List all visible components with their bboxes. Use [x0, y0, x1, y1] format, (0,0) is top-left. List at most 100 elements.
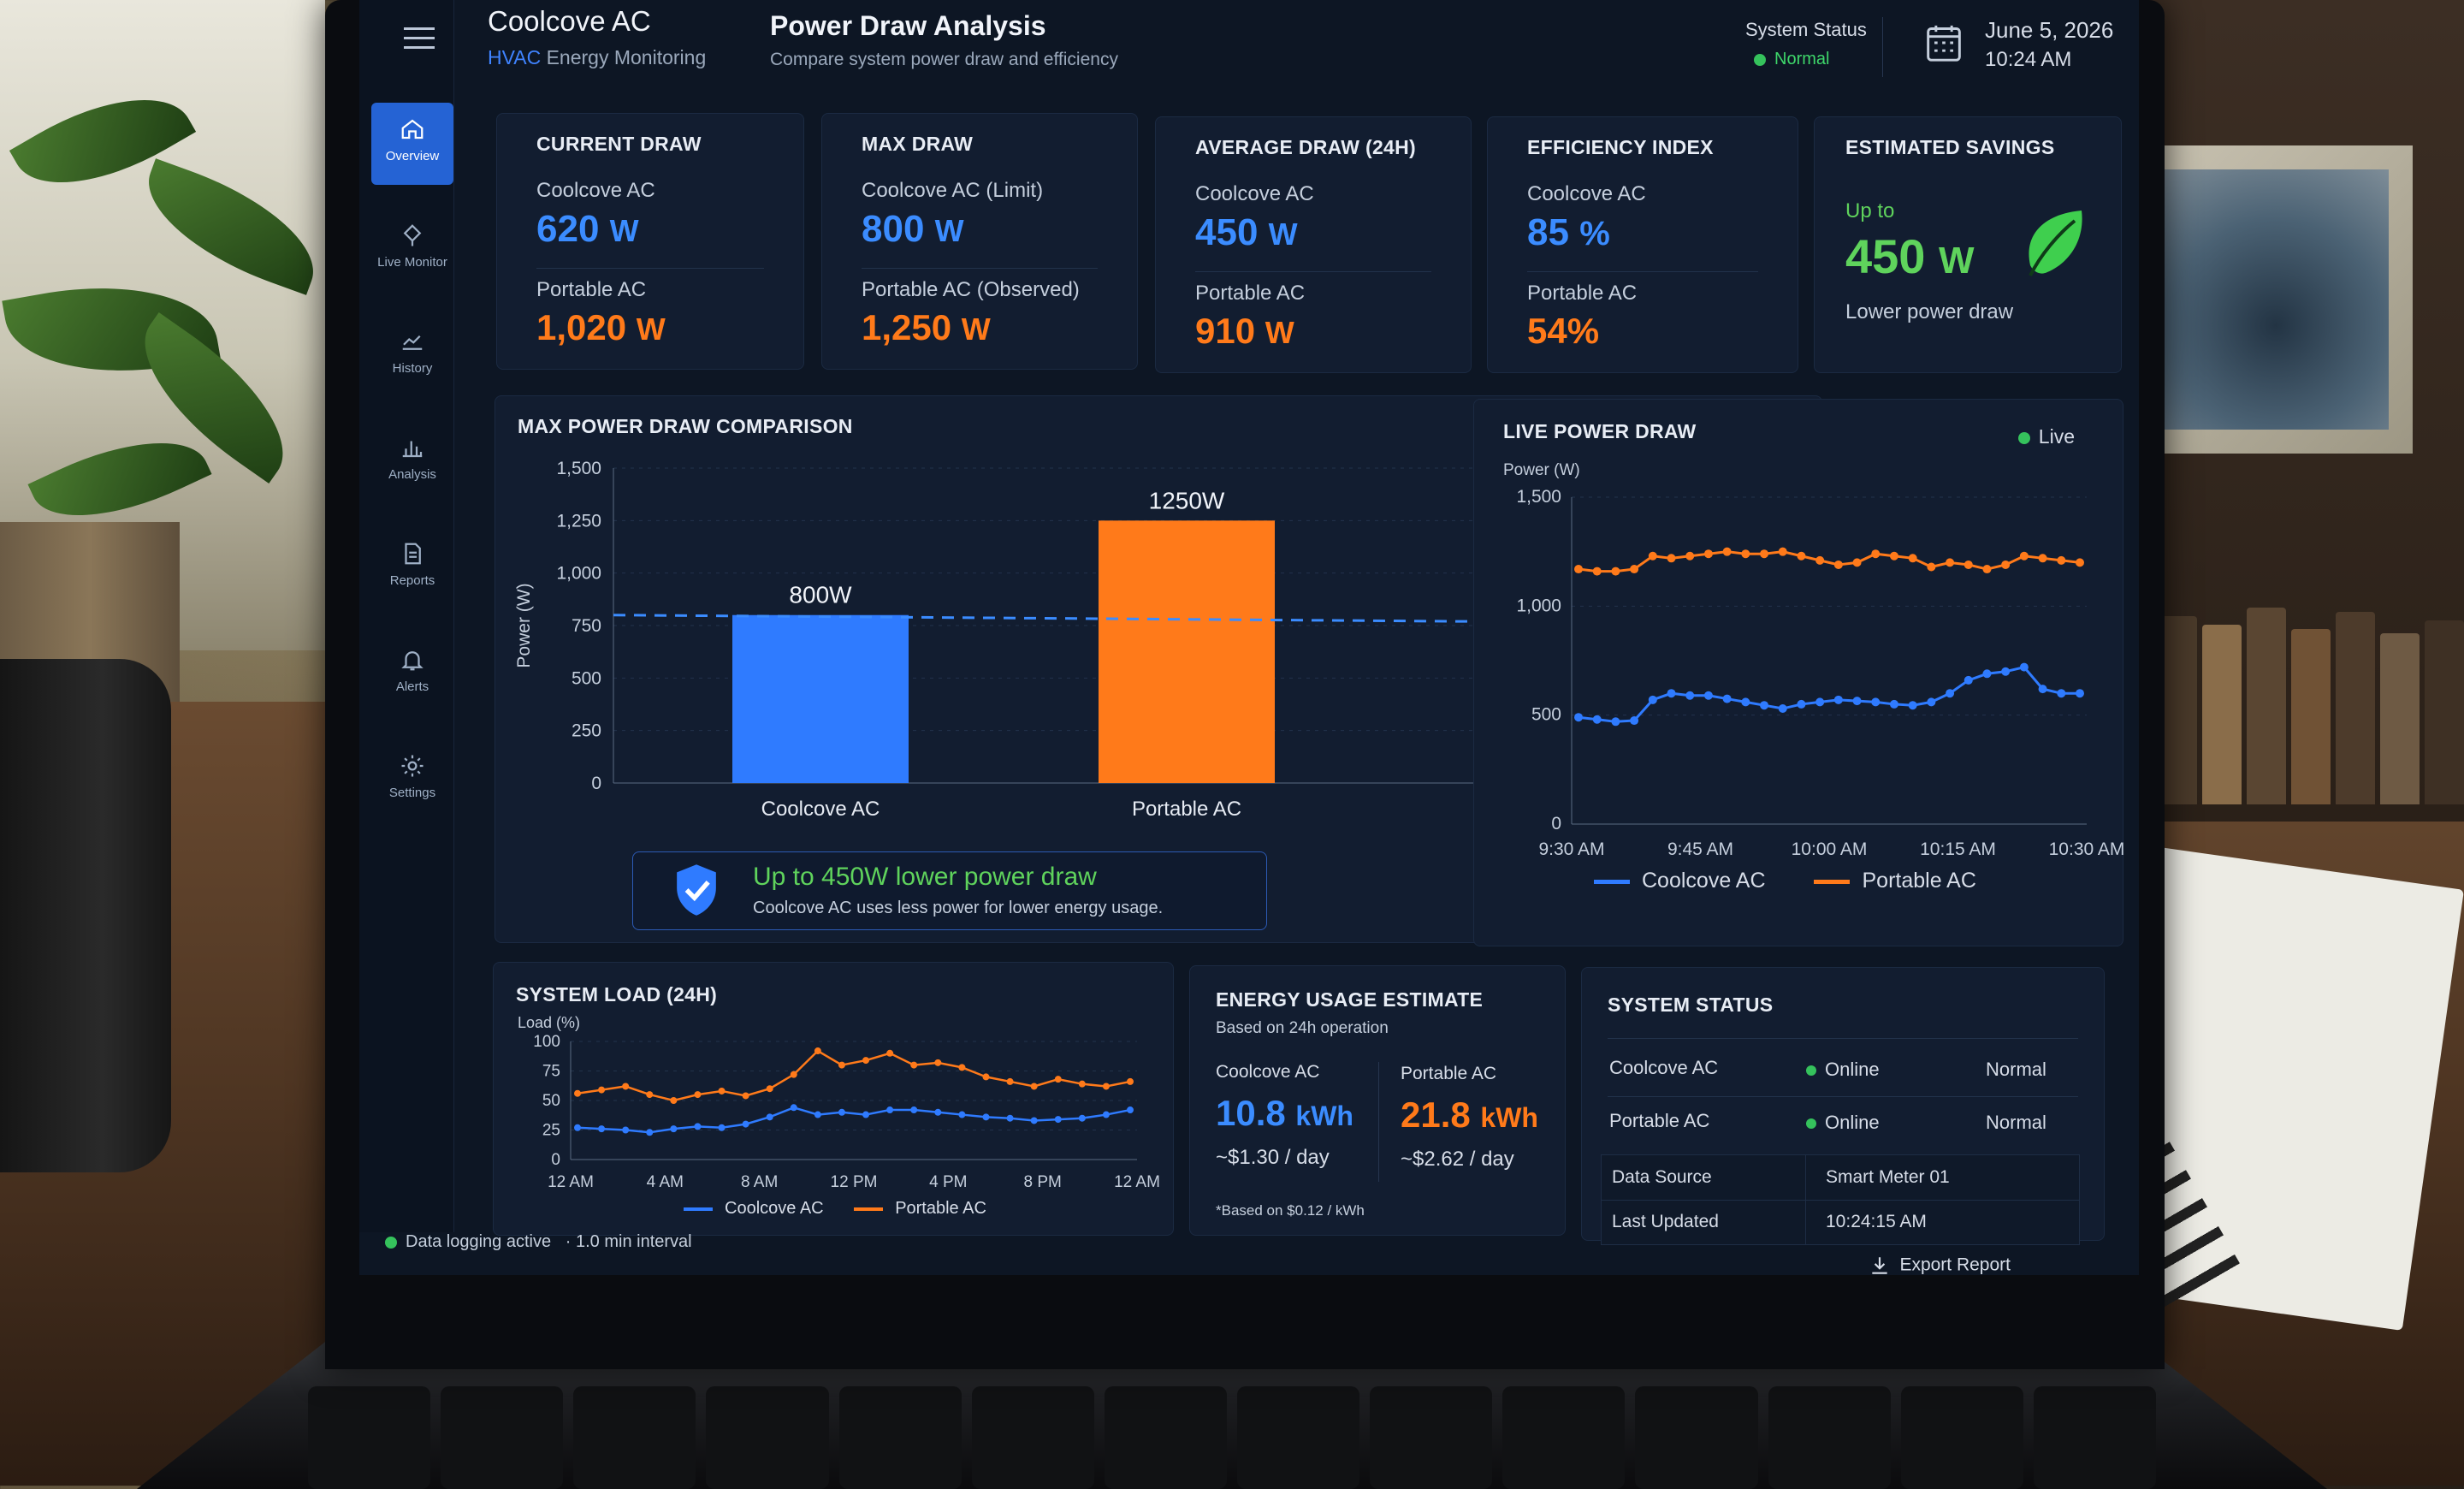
series-point [1946, 558, 1955, 567]
series-point [790, 1071, 797, 1078]
series-point [982, 1113, 990, 1121]
chart-legend: Coolcove AC Portable AC [684, 1199, 986, 1219]
book [2291, 629, 2331, 804]
series-point [1006, 1077, 1014, 1085]
menu-icon[interactable] [404, 27, 435, 50]
banner-subtitle: Coolcove AC uses less power for lower en… [753, 899, 1164, 917]
series-point [622, 1083, 630, 1090]
live-label: Live [2038, 425, 2075, 448]
logging-text: Data logging active [406, 1232, 552, 1251]
series-point [934, 1108, 942, 1116]
savings-banner[interactable]: Up to 450W lower power draw Coolcove AC … [632, 851, 1267, 930]
status-divider [1608, 1096, 2078, 1097]
status-row-name: Coolcove AC [1609, 1057, 1719, 1078]
export-report-button[interactable]: Export Report [1869, 1255, 2011, 1275]
series-point [1054, 1116, 1062, 1124]
y-axis-label: Power (W) [514, 583, 534, 667]
series-line-0 [577, 1106, 1131, 1134]
kpi-value-portable: 54% [1527, 311, 1599, 352]
card-title: SYSTEM STATUS [1608, 994, 1774, 1016]
series-point [982, 1073, 990, 1081]
legend-swatch-coolcove [1594, 879, 1630, 884]
sidebar-item-reports[interactable]: Reports [371, 527, 453, 609]
app-subtitle-rest: Energy Monitoring [541, 46, 707, 68]
series-point [1889, 699, 1898, 709]
status-row[interactable]: Portable AC Online Normal [1582, 1103, 2104, 1146]
y-tick-label: 1,000 [556, 564, 601, 584]
kpi-card-estimated-savings[interactable]: ESTIMATED SAVINGS Up to 450 W Lower powe… [1814, 116, 2122, 373]
series-point [742, 1092, 749, 1100]
kpi-value-number: 800 [862, 208, 925, 250]
kpi-card-max-draw[interactable]: MAX DRAW Coolcove AC (Limit) 800 W Porta… [821, 113, 1138, 370]
kpi-value-coolcove: 620 W [536, 208, 639, 251]
data-source-value: Smart Meter 01 [1826, 1167, 1950, 1187]
series-point [1574, 713, 1583, 722]
sidebar-item-live-monitor[interactable]: Live Monitor [371, 209, 453, 291]
keyboard-key [706, 1386, 829, 1489]
series-point [1833, 560, 1843, 569]
sidebar-item-label: Overview [385, 149, 440, 163]
online-dot-icon [1806, 1118, 1816, 1130]
analysis-icon [402, 441, 423, 458]
sidebar-item-analysis[interactable]: Analysis [371, 421, 453, 503]
sidebar-item-alerts[interactable]: Alerts [371, 633, 453, 715]
series-point [1927, 562, 1936, 572]
series-point [1797, 699, 1806, 709]
y-tick-label: 750 [572, 616, 601, 636]
page-title: Power Draw Analysis [770, 10, 1046, 41]
series-point [1630, 716, 1639, 726]
x-tick-label: 10:15 AM [1920, 839, 1996, 859]
status-row-health: Normal [1986, 1112, 2046, 1133]
system-status-text: Normal [1774, 50, 1830, 68]
series-point [1592, 715, 1602, 724]
book [2380, 633, 2420, 804]
energy-portable-cost: ~$2.62 / day [1401, 1148, 1514, 1171]
keyboard-key [308, 1386, 431, 1489]
energy-coolcove-value: 10.8 kWh [1216, 1093, 1353, 1134]
series-point [1006, 1114, 1014, 1122]
savings-value-number: 450 [1845, 229, 1926, 283]
kpi-value-unit: W [934, 213, 964, 248]
series-point [910, 1106, 918, 1114]
data-source-label: Data Source [1612, 1167, 1712, 1187]
bell-icon [401, 651, 424, 671]
series-point [598, 1086, 606, 1094]
series-point [2001, 667, 2011, 676]
calendar-icon[interactable] [1925, 22, 1963, 63]
energy-portable-name: Portable AC [1401, 1064, 1497, 1083]
sidebar-item-settings[interactable]: Settings [371, 739, 453, 822]
sidebar-item-history[interactable]: History [371, 315, 453, 397]
legend-label-coolcove: Coolcove AC [1642, 869, 1766, 893]
kpi-value-unit: W [1265, 315, 1294, 350]
banner-title: Up to 450W lower power draw [753, 863, 1097, 891]
series-point [1667, 689, 1676, 698]
x-tick-label: 12 AM [548, 1173, 594, 1191]
y-tick-label: 1,250 [556, 511, 601, 531]
series-point [1030, 1117, 1038, 1124]
status-row[interactable]: Coolcove AC Online Normal [1582, 1050, 2104, 1093]
kpi-value-number: 85 [1527, 211, 1569, 253]
x-tick-label: 10:30 AM [2049, 839, 2124, 859]
last-updated-label: Last Updated [1612, 1212, 1719, 1231]
series-point [1760, 701, 1769, 710]
max-power-bar-chart: 0 250 500 750 1,000 1,250 1,500 Power (W) 800W Co… [514, 459, 1710, 821]
meta-table-hline [1602, 1200, 2079, 1201]
kpi-card-current-draw[interactable]: CURRENT DRAW Coolcove AC 620 W Portable … [496, 113, 804, 370]
sidebar-item-overview[interactable]: Overview [371, 103, 453, 185]
series-line-0 [1578, 665, 2080, 723]
chart-ylabel: Load (%) [518, 1014, 581, 1031]
y-tick-label: 0 [1551, 814, 1561, 833]
series-point [718, 1087, 726, 1095]
kpi-divider [1527, 271, 1758, 272]
series-point [1630, 565, 1639, 574]
keyboard-key [2033, 1386, 2156, 1489]
kpi-card-efficiency-index[interactable]: EFFICIENCY INDEX Coolcove AC 85 % Portab… [1487, 116, 1798, 373]
keyboard-key [1236, 1386, 1360, 1489]
kpi-title: AVERAGE DRAW (24H) [1195, 136, 1416, 158]
system-status-card: SYSTEM STATUS Coolcove AC Online Normal … [1581, 967, 2105, 1245]
status-dot-icon [1754, 53, 1766, 66]
series-point [1871, 697, 1881, 707]
kpi-card-average-draw[interactable]: AVERAGE DRAW (24H) Coolcove AC 450 W Por… [1155, 116, 1472, 373]
book [2336, 612, 2375, 804]
x-tick-label: 4 PM [929, 1173, 967, 1191]
